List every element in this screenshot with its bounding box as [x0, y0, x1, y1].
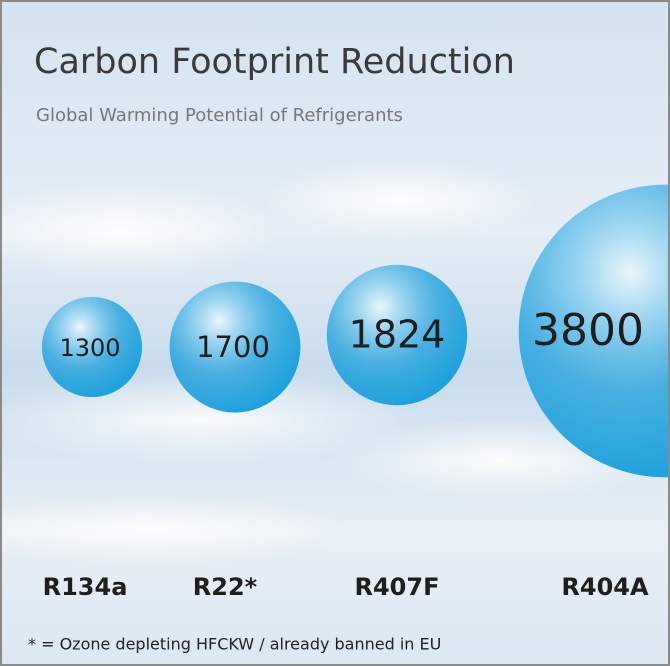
chart-subtitle: Global Warming Potential of Refrigerants: [36, 105, 403, 126]
chart: 1300 1700 1824 3800 Carbon Footprint Reduct…: [0, 0, 670, 666]
value-label: 1700: [196, 330, 270, 364]
value-label: 1824: [349, 313, 446, 357]
category-label: R407F: [355, 573, 440, 601]
category-label: R404A: [561, 573, 649, 601]
chart-title: Carbon Footprint Reduction: [34, 42, 515, 82]
category-label: R22*: [193, 573, 258, 601]
value-label: 1300: [59, 334, 120, 362]
footnote: * = Ozone depleting HFCKW / already bann…: [28, 635, 441, 654]
category-label: R134a: [43, 573, 128, 601]
value-label: 3800: [532, 305, 644, 356]
